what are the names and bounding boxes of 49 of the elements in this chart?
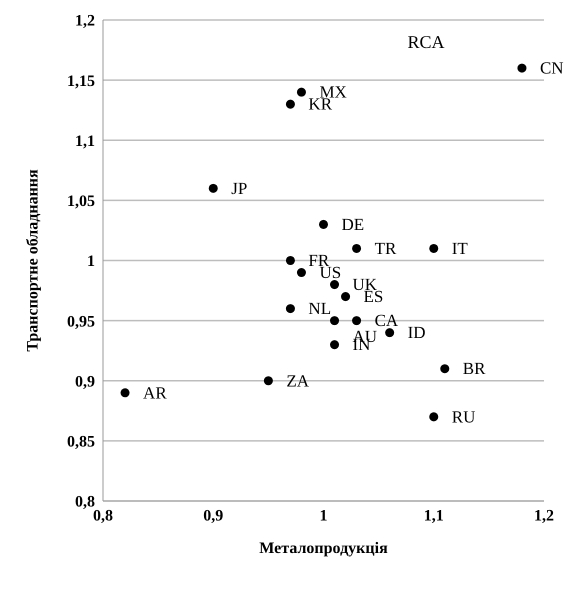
point <box>517 64 526 73</box>
point <box>296 268 306 278</box>
point <box>286 100 295 109</box>
y-tick-label: 1,2 <box>75 12 95 30</box>
y-axis-title: Транспортне обладнання <box>24 168 42 352</box>
point <box>330 316 340 326</box>
annotation: BR <box>462 359 486 378</box>
point <box>318 220 328 229</box>
annotation: JP <box>231 178 248 198</box>
y-tick-label: 0,9 <box>75 373 95 390</box>
y-tick-label: 0,8 <box>75 494 95 511</box>
annotation: CN <box>540 58 564 78</box>
point <box>352 316 362 326</box>
annotation: CA <box>374 311 399 330</box>
point <box>286 256 295 266</box>
x-tick-label: 0,8 <box>93 507 113 524</box>
annotation: ID <box>408 323 426 342</box>
point <box>352 244 362 253</box>
y-tick-label: 1 <box>87 253 95 270</box>
point <box>341 292 350 302</box>
x-tick-label: 0,9 <box>203 507 224 524</box>
point <box>330 280 340 290</box>
annotation: AR <box>143 383 168 402</box>
annotation: NL <box>308 299 332 318</box>
point <box>120 388 130 398</box>
point <box>429 412 438 422</box>
annotation: DE <box>342 214 364 234</box>
x-tick-label: 1,2 <box>534 507 554 524</box>
point <box>296 88 306 97</box>
x-tick-label: 1,1 <box>424 507 444 524</box>
point <box>264 376 273 386</box>
y-tick-label: 0,95 <box>67 313 95 330</box>
y-tick-label: 1,1 <box>75 132 95 150</box>
text: RCA <box>407 32 445 52</box>
annotation: ZA <box>286 371 310 390</box>
x-axis-title: Металопродукція <box>259 540 388 557</box>
point <box>440 364 450 374</box>
x-tick-label: 1 <box>320 507 328 524</box>
point <box>330 340 340 350</box>
annotation: IT <box>452 238 468 258</box>
y-tick-label: 0,85 <box>67 434 95 451</box>
y-tick-label: 1,05 <box>67 193 95 210</box>
y-tick-label: 1,15 <box>67 72 95 90</box>
point <box>208 184 218 193</box>
point <box>286 304 295 314</box>
annotation: RU <box>452 407 476 426</box>
point <box>385 328 394 338</box>
point <box>429 244 438 253</box>
annotation: TR <box>374 238 397 258</box>
